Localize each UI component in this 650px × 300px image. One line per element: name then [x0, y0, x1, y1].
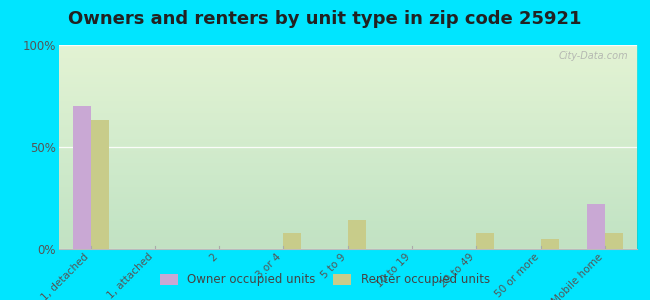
Bar: [541, 239, 558, 249]
Bar: [90, 121, 109, 249]
Bar: [283, 233, 302, 249]
Legend: Owner occupied units, Renter occupied units: Owner occupied units, Renter occupied un…: [155, 269, 495, 291]
Text: Owners and renters by unit type in zip code 25921: Owners and renters by unit type in zip c…: [68, 11, 582, 28]
Bar: [476, 233, 494, 249]
Bar: [587, 204, 605, 249]
Bar: [73, 106, 90, 249]
Text: City-Data.com: City-Data.com: [559, 51, 629, 61]
Bar: [605, 233, 623, 249]
Bar: [348, 220, 366, 249]
